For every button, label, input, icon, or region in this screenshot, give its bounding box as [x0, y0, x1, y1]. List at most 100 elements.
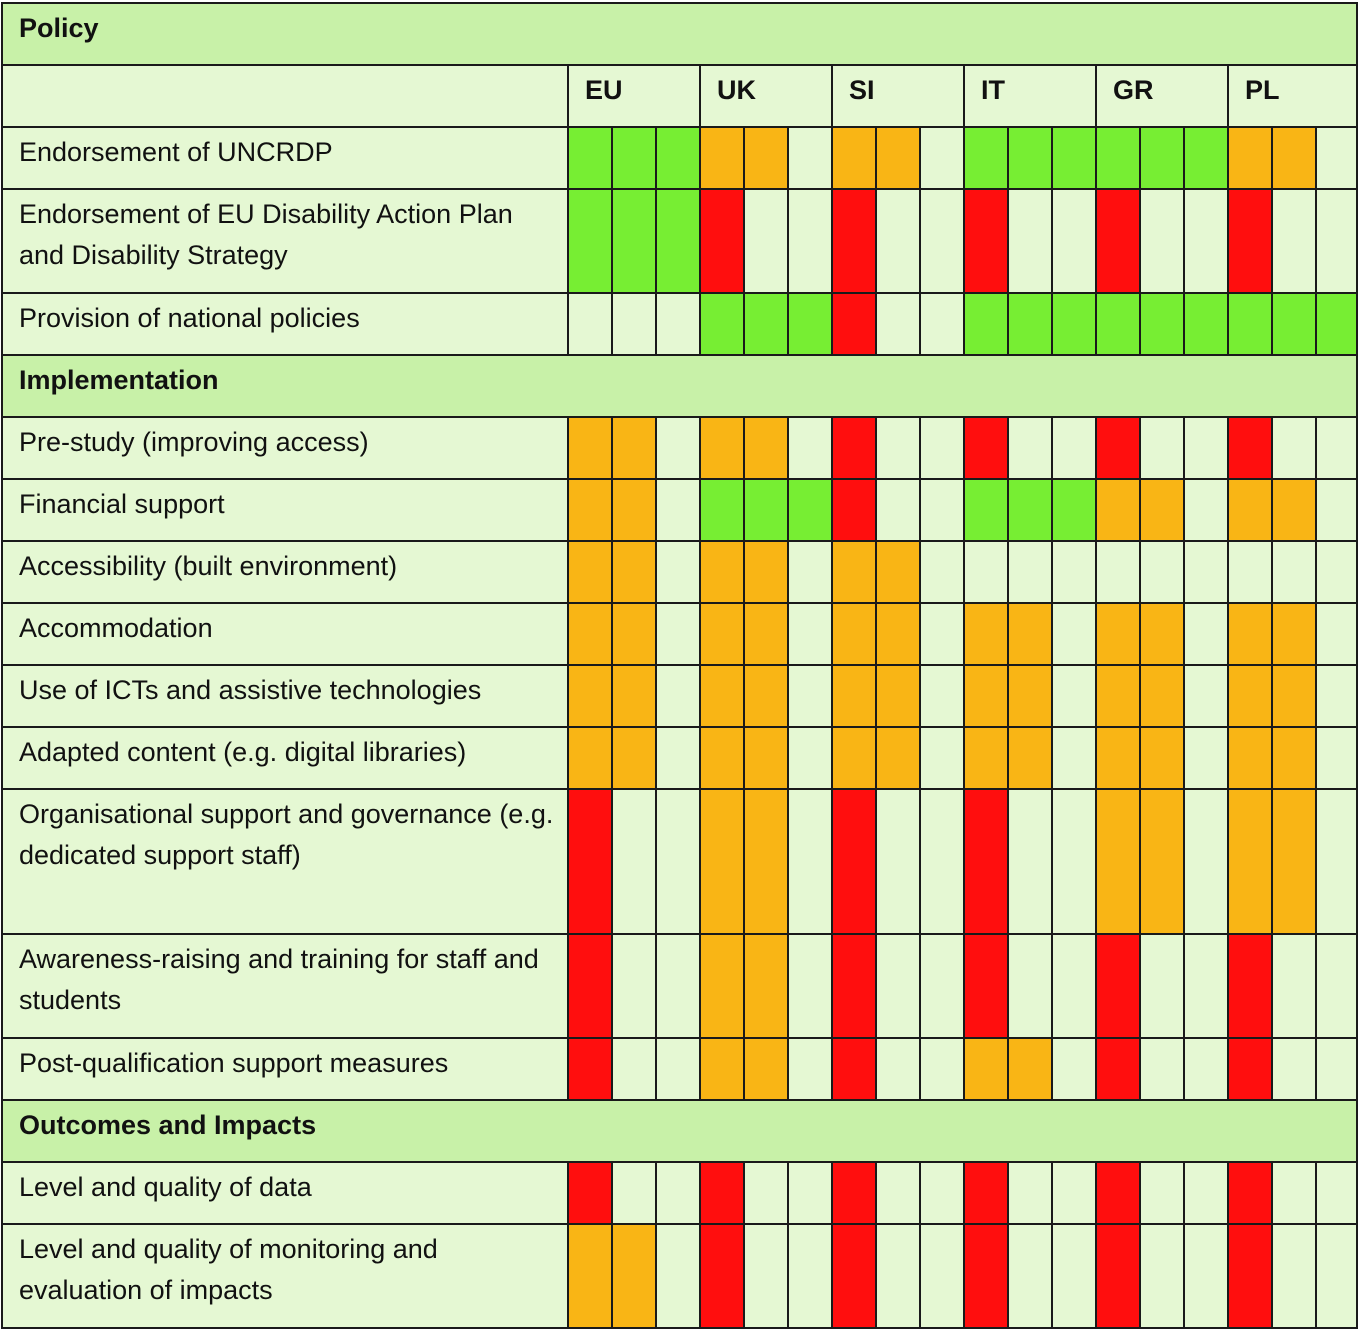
row-label: Level and quality of monitoring and eval…: [1, 1223, 569, 1329]
country-header-pl: PL: [1226, 64, 1358, 128]
status-cell-it-1-orange: [963, 602, 1009, 666]
status-cell-eu-1-orange: [567, 664, 613, 728]
status-cell-eu-3-green: [655, 126, 701, 190]
status-cell-uk-3-green: [787, 478, 833, 542]
status-cell-uk-3-empty: [787, 788, 833, 935]
status-cell-uk-2-orange: [743, 726, 789, 790]
status-cell-gr-1-orange: [1095, 478, 1141, 542]
header-blank-cell: [1, 64, 569, 128]
status-cell-eu-1-orange: [567, 726, 613, 790]
status-cell-uk-1-red: [699, 1223, 745, 1329]
status-cell-it-3-empty: [1051, 540, 1097, 604]
status-cell-gr-3-empty: [1183, 1223, 1229, 1329]
status-cell-eu-2-orange: [611, 726, 657, 790]
table-row: Use of ICTs and assistive technologies: [1, 664, 1358, 728]
country-header-eu: EU: [567, 64, 701, 128]
status-cell-it-1-red: [963, 188, 1009, 294]
status-cell-pl-1-red: [1227, 188, 1273, 294]
status-cell-gr-3-empty: [1183, 788, 1229, 935]
row-label: Awareness-raising and training for staff…: [1, 933, 569, 1039]
status-cell-si-3-empty: [919, 126, 965, 190]
row-label: Financial support: [1, 478, 569, 542]
status-cell-uk-3-green: [787, 292, 833, 356]
status-cell-gr-1-orange: [1095, 664, 1141, 728]
status-cell-it-1-green: [963, 126, 1009, 190]
status-cell-uk-2-green: [743, 292, 789, 356]
status-cell-gr-2-orange: [1139, 664, 1185, 728]
status-cell-pl-2-orange: [1271, 602, 1317, 666]
country-header-uk: UK: [699, 64, 833, 128]
status-cell-eu-3-empty: [655, 292, 701, 356]
status-cell-pl-3-empty: [1314, 664, 1358, 728]
status-cell-gr-3-green: [1183, 292, 1229, 356]
section-header-outcomes-and-impacts: Outcomes and Impacts: [0, 1099, 1358, 1163]
status-cell-it-3-empty: [1051, 602, 1097, 666]
status-cell-uk-3-empty: [787, 602, 833, 666]
table-row: Level and quality of monitoring and eval…: [1, 1223, 1358, 1329]
status-cell-uk-1-orange: [699, 126, 745, 190]
table-row: Organisational support and governance (e…: [1, 788, 1358, 935]
status-cell-gr-2-orange: [1139, 788, 1185, 935]
status-cell-si-1-red: [831, 188, 877, 294]
status-cell-uk-2-empty: [743, 1223, 789, 1329]
status-cell-si-2-empty: [875, 788, 921, 935]
status-cell-pl-2-empty: [1271, 416, 1317, 480]
status-cell-it-2-orange: [1007, 602, 1053, 666]
status-cell-uk-3-empty: [787, 664, 833, 728]
status-cell-eu-3-empty: [655, 1161, 701, 1225]
status-cell-uk-2-green: [743, 478, 789, 542]
row-label: Provision of national policies: [1, 292, 569, 356]
status-cell-pl-3-empty: [1314, 416, 1358, 480]
status-cell-eu-2-orange: [611, 602, 657, 666]
status-cell-eu-1-red: [567, 933, 613, 1039]
status-cell-si-1-orange: [831, 726, 877, 790]
status-cell-si-2-orange: [875, 540, 921, 604]
table-row: Level and quality of data: [1, 1161, 1358, 1225]
status-cell-it-2-orange: [1007, 726, 1053, 790]
status-cell-pl-3-empty: [1314, 1161, 1358, 1225]
status-cell-si-1-orange: [831, 602, 877, 666]
status-cell-it-2-green: [1007, 292, 1053, 356]
status-cell-pl-2-green: [1271, 292, 1317, 356]
status-cell-si-3-empty: [919, 933, 965, 1039]
status-cell-it-3-empty: [1051, 726, 1097, 790]
status-cell-pl-1-orange: [1227, 478, 1273, 542]
status-cell-si-3-empty: [919, 292, 965, 356]
status-cell-si-3-empty: [919, 1223, 965, 1329]
table-row: Pre-study (improving access): [1, 416, 1358, 480]
status-cell-si-3-empty: [919, 540, 965, 604]
status-cell-gr-3-empty: [1183, 933, 1229, 1039]
status-cell-it-2-empty: [1007, 1223, 1053, 1329]
row-label: Use of ICTs and assistive technologies: [1, 664, 569, 728]
status-cell-gr-3-empty: [1183, 1161, 1229, 1225]
status-cell-uk-3-empty: [787, 188, 833, 294]
row-label: Organisational support and governance (e…: [1, 788, 569, 935]
status-cell-it-3-green: [1051, 126, 1097, 190]
status-cell-pl-2-empty: [1271, 1223, 1317, 1329]
status-cell-gr-2-empty: [1139, 1161, 1185, 1225]
status-cell-uk-3-empty: [787, 126, 833, 190]
status-cell-eu-1-green: [567, 126, 613, 190]
status-cell-pl-1-green: [1227, 292, 1273, 356]
status-cell-eu-2-orange: [611, 1223, 657, 1329]
status-cell-gr-3-green: [1183, 126, 1229, 190]
status-cell-uk-1-red: [699, 1161, 745, 1225]
status-cell-uk-1-orange: [699, 664, 745, 728]
status-cell-si-1-orange: [831, 126, 877, 190]
status-cell-eu-2-orange: [611, 478, 657, 542]
status-cell-uk-3-empty: [787, 540, 833, 604]
status-cell-pl-3-empty: [1314, 602, 1358, 666]
status-cell-si-2-empty: [875, 292, 921, 356]
status-cell-eu-1-orange: [567, 540, 613, 604]
status-cell-eu-3-empty: [655, 788, 701, 935]
table-row: Endorsement of UNCRDP: [1, 126, 1358, 190]
country-header-si: SI: [831, 64, 965, 128]
status-cell-pl-1-empty: [1227, 540, 1273, 604]
status-cell-uk-2-orange: [743, 664, 789, 728]
status-cell-eu-1-green: [567, 188, 613, 294]
status-cell-pl-2-empty: [1271, 1037, 1317, 1101]
status-cell-it-3-empty: [1051, 1037, 1097, 1101]
status-cell-pl-1-orange: [1227, 788, 1273, 935]
status-cell-it-3-green: [1051, 292, 1097, 356]
table-row: Accommodation: [1, 602, 1358, 666]
